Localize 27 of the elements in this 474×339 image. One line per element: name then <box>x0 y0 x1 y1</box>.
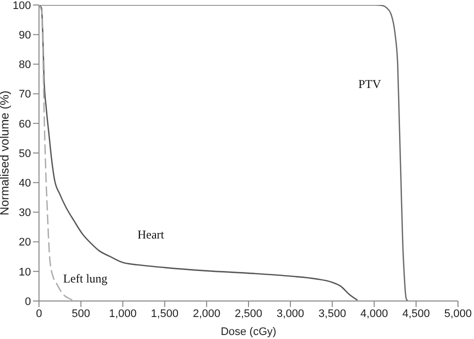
x-tick-label: 3,000 <box>276 308 304 320</box>
series-label: PTV <box>358 77 382 92</box>
x-axis-title: Dose (cGy) <box>220 326 276 338</box>
x-tick-label: 5,000 <box>444 308 472 320</box>
y-tick-label: 50 <box>18 148 31 160</box>
x-tick-label: 3,500 <box>318 308 346 320</box>
x-tick-label: 1,500 <box>150 308 178 320</box>
x-tick-label: 500 <box>72 308 90 320</box>
x-tick-label: 0 <box>36 308 42 320</box>
y-tick-label: 20 <box>18 236 31 249</box>
series-label: Left lung <box>63 271 108 286</box>
y-tick-label: 40 <box>18 178 31 190</box>
y-tick-label: 80 <box>18 59 31 72</box>
x-tick-label: 1,000 <box>109 308 137 320</box>
x-tick-label: 2,500 <box>234 308 262 320</box>
y-tick-label: 30 <box>18 207 31 220</box>
y-tick-label: 100 <box>12 0 31 12</box>
y-axis-title: Normalised volume (%) <box>0 90 12 216</box>
y-tick-label: 0 <box>24 296 31 308</box>
series-label: Heart <box>137 228 165 242</box>
x-tick-label: 4,000 <box>360 308 388 320</box>
y-tick-label: 90 <box>18 30 31 42</box>
x-tick-label: 2,000 <box>192 308 220 320</box>
x-tick-label: 4,500 <box>402 308 430 320</box>
y-tick-label: 10 <box>18 266 31 278</box>
y-tick-label: 70 <box>18 88 31 101</box>
y-tick-label: 60 <box>18 118 31 130</box>
